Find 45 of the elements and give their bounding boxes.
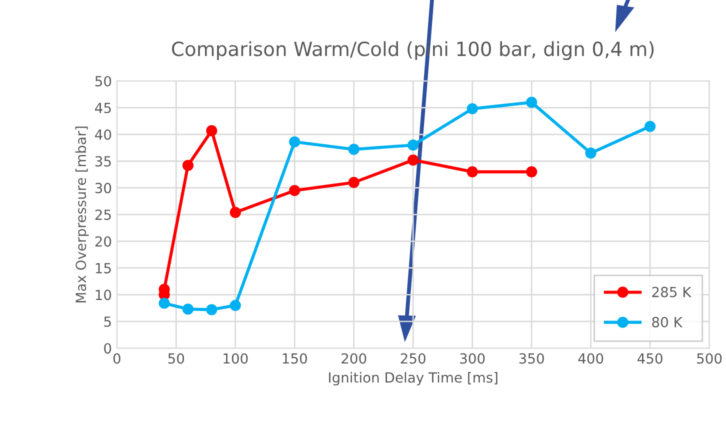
y-tick-label: 25 (95, 210, 111, 220)
point (289, 184, 300, 196)
x-tick-label: 300 (460, 353, 485, 364)
point (348, 176, 360, 188)
point (526, 96, 538, 108)
point (585, 148, 596, 159)
x-tick-label: 100 (224, 353, 248, 364)
point (230, 300, 241, 311)
point (466, 166, 478, 178)
x-tick-label: 400 (578, 353, 604, 364)
y-tick-label: 50 (95, 76, 112, 86)
point (289, 136, 300, 148)
point (348, 144, 360, 155)
x-tick-label: 50 (168, 353, 184, 364)
x-tick-label: 500 (697, 353, 722, 364)
y-tick-label: 20 (95, 236, 112, 247)
y-tick-label: 30 (95, 182, 112, 194)
point (526, 166, 538, 178)
x-tick-label: 250 (400, 353, 426, 364)
x-tick-label: 150 (282, 353, 307, 364)
point (158, 298, 170, 309)
y-tick-label: 15 (96, 263, 111, 274)
y-tick-label: 45 (95, 102, 111, 114)
point (408, 140, 419, 151)
point (408, 154, 419, 166)
y-tick-label: 5 (104, 316, 111, 327)
y-tick-label: 40 (95, 129, 112, 140)
x-tick-label: 450 (637, 353, 662, 364)
legend-label: 285 K (652, 286, 692, 298)
y-tick-label: 0 (104, 343, 112, 354)
y-tick-label: 35 (95, 156, 111, 167)
x-tick-label: 200 (342, 353, 366, 364)
point (182, 304, 194, 315)
point (182, 160, 194, 171)
y-axis-title: Max Overpressure [mbar] (75, 126, 89, 302)
point (466, 103, 478, 114)
x-tick-label: 350 (519, 353, 544, 364)
legend-label: 80 K (652, 316, 683, 328)
point (206, 125, 218, 136)
x-tick-label: 0 (113, 353, 120, 364)
point (230, 206, 241, 218)
point (206, 304, 218, 316)
y-tick-label: 10 (96, 290, 112, 300)
x-axis-title: Ignition Delay Time [ms] (329, 372, 498, 386)
point (644, 120, 656, 132)
